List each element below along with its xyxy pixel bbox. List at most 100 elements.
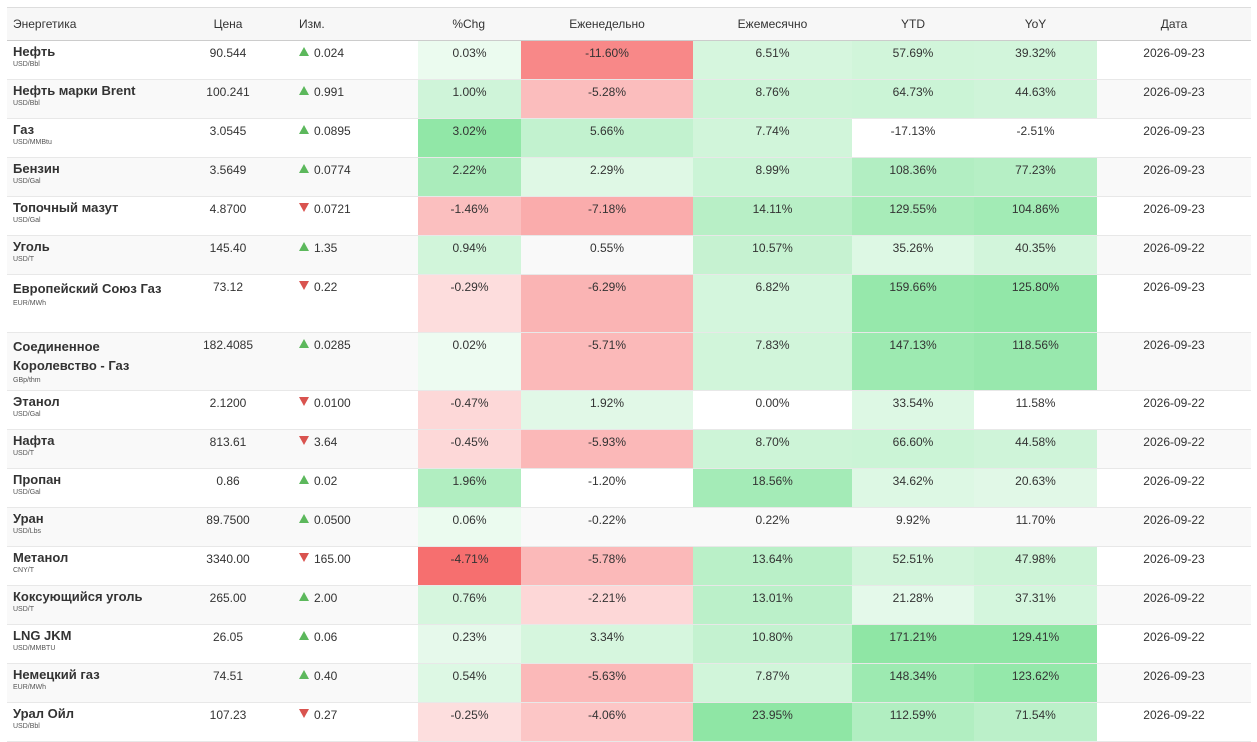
- commodity-cell[interactable]: Нефть USD/Bbl: [7, 40, 163, 80]
- header-price[interactable]: Цена: [163, 7, 293, 41]
- yoy-cell: 118.56%: [974, 332, 1097, 391]
- weekly-cell: -5.93%: [521, 429, 693, 469]
- arrow-down-icon: [299, 436, 309, 445]
- arrow-up-icon: [299, 242, 309, 251]
- yoy-cell: 123.62%: [974, 663, 1097, 703]
- ytd-cell: 66.60%: [852, 429, 974, 469]
- change-value: 0.0500: [314, 513, 351, 527]
- table-row[interactable]: Немецкий газ EUR/MWh 74.51 0.40 0.54% -5.63% 7…: [7, 663, 1251, 703]
- header-monthly[interactable]: Ежемесячно: [693, 7, 852, 41]
- commodity-name[interactable]: Коксующийся уголь: [13, 589, 143, 604]
- pct-chg-cell: 0.76%: [418, 585, 521, 625]
- table-row[interactable]: Урал Ойл USD/Bbl 107.23 0.27 -0.25% -4.06% 23.…: [7, 702, 1251, 742]
- weekly-cell: 1.92%: [521, 390, 693, 430]
- header-pct-chg[interactable]: %Chg: [418, 7, 521, 41]
- table-row[interactable]: Европейский Союз Газ EUR/MWh 73.12 0.22 -0.2…: [7, 274, 1251, 333]
- commodity-unit: EUR/MWh: [13, 684, 47, 691]
- table-row[interactable]: Коксующийся уголь USD/T 265.00 2.00 0.76% -2.…: [7, 585, 1251, 625]
- header-name[interactable]: Энергетика: [7, 7, 163, 41]
- commodity-name[interactable]: Этанол: [13, 394, 60, 409]
- commodity-name[interactable]: Метанол: [13, 550, 69, 565]
- change-cell: 0.0895: [293, 118, 418, 158]
- header-weekly[interactable]: Еженедельно: [521, 7, 693, 41]
- table-row[interactable]: Нефть марки Brent USD/Bbl 100.241 0.991 1.00…: [7, 79, 1251, 119]
- commodity-unit: GBp/thm: [13, 377, 41, 384]
- table-row[interactable]: Пропан USD/Gal 0.86 0.02 1.96% -1.20% 18.56% 34…: [7, 468, 1251, 508]
- commodity-unit: CNY/T: [13, 567, 34, 574]
- monthly-cell: 13.64%: [693, 546, 852, 586]
- header-date[interactable]: Дата: [1097, 7, 1251, 41]
- monthly-cell: 8.76%: [693, 79, 852, 119]
- commodity-cell[interactable]: Уголь USD/T: [7, 235, 163, 275]
- pct-chg-cell: -0.29%: [418, 274, 521, 333]
- change-value: 0.0285: [314, 338, 351, 352]
- commodity-cell[interactable]: Урал Ойл USD/Bbl: [7, 702, 163, 742]
- commodity-cell[interactable]: Пропан USD/Gal: [7, 468, 163, 508]
- commodity-cell[interactable]: Нефть марки Brent USD/Bbl: [7, 79, 163, 119]
- arrow-up-icon: [299, 514, 309, 523]
- commodity-name[interactable]: Уран: [13, 511, 44, 526]
- change-cell: 0.991: [293, 79, 418, 119]
- table-row[interactable]: Метанол CNY/T 3340.00 165.00 -4.71% -5.78% 13.…: [7, 546, 1251, 586]
- monthly-cell: 7.74%: [693, 118, 852, 158]
- table-row[interactable]: LNG JKM USD/MMBTU 26.05 0.06 0.23% 3.34% 10.80…: [7, 624, 1251, 664]
- commodity-cell[interactable]: Уран USD/Lbs: [7, 507, 163, 547]
- change-value: 0.0721: [314, 202, 351, 216]
- arrow-down-icon: [299, 281, 309, 290]
- change-cell: 2.00: [293, 585, 418, 625]
- ytd-cell: 57.69%: [852, 40, 974, 80]
- commodity-name[interactable]: Нефть: [13, 44, 56, 59]
- commodity-cell[interactable]: Этанол USD/Gal: [7, 390, 163, 430]
- commodity-name[interactable]: Уголь: [13, 239, 50, 254]
- commodity-name[interactable]: Урал Ойл: [13, 706, 74, 721]
- commodity-cell[interactable]: LNG JKM USD/MMBTU: [7, 624, 163, 664]
- commodity-cell[interactable]: Бензин USD/Gal: [7, 157, 163, 197]
- commodity-name[interactable]: Топочный мазут: [13, 200, 119, 215]
- table-row[interactable]: Уголь USD/T 145.40 1.35 0.94% 0.55% 10.57% 35.2…: [7, 235, 1251, 275]
- commodity-name[interactable]: Пропан: [13, 472, 62, 487]
- header-yoy[interactable]: YoY: [974, 7, 1097, 41]
- yoy-cell: 11.58%: [974, 390, 1097, 430]
- commodity-name[interactable]: Нефть марки Brent: [13, 83, 136, 98]
- change-value: 165.00: [314, 552, 351, 566]
- commodity-cell[interactable]: Европейский Союз Газ EUR/MWh: [7, 274, 163, 333]
- arrow-up-icon: [299, 125, 309, 134]
- price-cell: 74.51: [163, 663, 293, 703]
- commodity-name[interactable]: Нафта: [13, 433, 55, 448]
- table-row[interactable]: Газ USD/MMBtu 3.0545 0.0895 3.02% 5.66% 7.74% -…: [7, 118, 1251, 158]
- pct-chg-cell: -0.45%: [418, 429, 521, 469]
- arrow-down-icon: [299, 553, 309, 562]
- commodity-cell[interactable]: Нафта USD/T: [7, 429, 163, 469]
- yoy-cell: 39.32%: [974, 40, 1097, 80]
- commodity-name[interactable]: Бензин: [13, 161, 60, 176]
- commodity-name[interactable]: Немецкий газ: [13, 667, 100, 682]
- commodity-name[interactable]: LNG JKM: [13, 628, 72, 643]
- commodity-name[interactable]: Газ: [13, 122, 35, 137]
- table-row[interactable]: Бензин USD/Gal 3.5649 0.0774 2.22% 2.29% 8.99%…: [7, 157, 1251, 197]
- price-cell: 4.8700: [163, 196, 293, 236]
- monthly-cell: 0.00%: [693, 390, 852, 430]
- commodity-unit: USD/Bbl: [13, 100, 40, 107]
- commodity-name[interactable]: Соединенное Королевство - Газ: [13, 339, 130, 373]
- table-row[interactable]: Соединенное Королевство - Газ GBp/thm 182.…: [7, 332, 1251, 391]
- commodity-cell[interactable]: Топочный мазут USD/Gal: [7, 196, 163, 236]
- table-row[interactable]: Топочный мазут USD/Gal 4.8700 0.0721 -1.46% -…: [7, 196, 1251, 236]
- commodity-cell[interactable]: Немецкий газ EUR/MWh: [7, 663, 163, 703]
- table-row[interactable]: Нафта USD/T 813.61 3.64 -0.45% -5.93% 8.70% 66.…: [7, 429, 1251, 469]
- commodity-cell[interactable]: Соединенное Королевство - Газ GBp/thm: [7, 332, 163, 391]
- commodity-name[interactable]: Европейский Союз Газ: [13, 281, 162, 296]
- commodity-cell[interactable]: Коксующийся уголь USD/T: [7, 585, 163, 625]
- table-row[interactable]: Уран USD/Lbs 89.7500 0.0500 0.06% -0.22% 0.22%…: [7, 507, 1251, 547]
- header-ytd[interactable]: YTD: [852, 7, 974, 41]
- commodity-cell[interactable]: Газ USD/MMBtu: [7, 118, 163, 158]
- energy-table-container: Энергетика Цена Изм. %Chg Еженедельно Еж…: [7, 7, 1251, 742]
- arrow-up-icon: [299, 592, 309, 601]
- change-cell: 1.35: [293, 235, 418, 275]
- date-cell: 2026-09-23: [1097, 332, 1251, 391]
- table-row[interactable]: Нефть USD/Bbl 90.544 0.024 0.03% -11.60% 6.51%…: [7, 40, 1251, 80]
- table-row[interactable]: Этанол USD/Gal 2.1200 0.0100 -0.47% 1.92% 0.00…: [7, 390, 1251, 430]
- commodity-cell[interactable]: Метанол CNY/T: [7, 546, 163, 586]
- header-change[interactable]: Изм.: [293, 7, 418, 41]
- ytd-cell: 35.26%: [852, 235, 974, 275]
- date-cell: 2026-09-23: [1097, 546, 1251, 586]
